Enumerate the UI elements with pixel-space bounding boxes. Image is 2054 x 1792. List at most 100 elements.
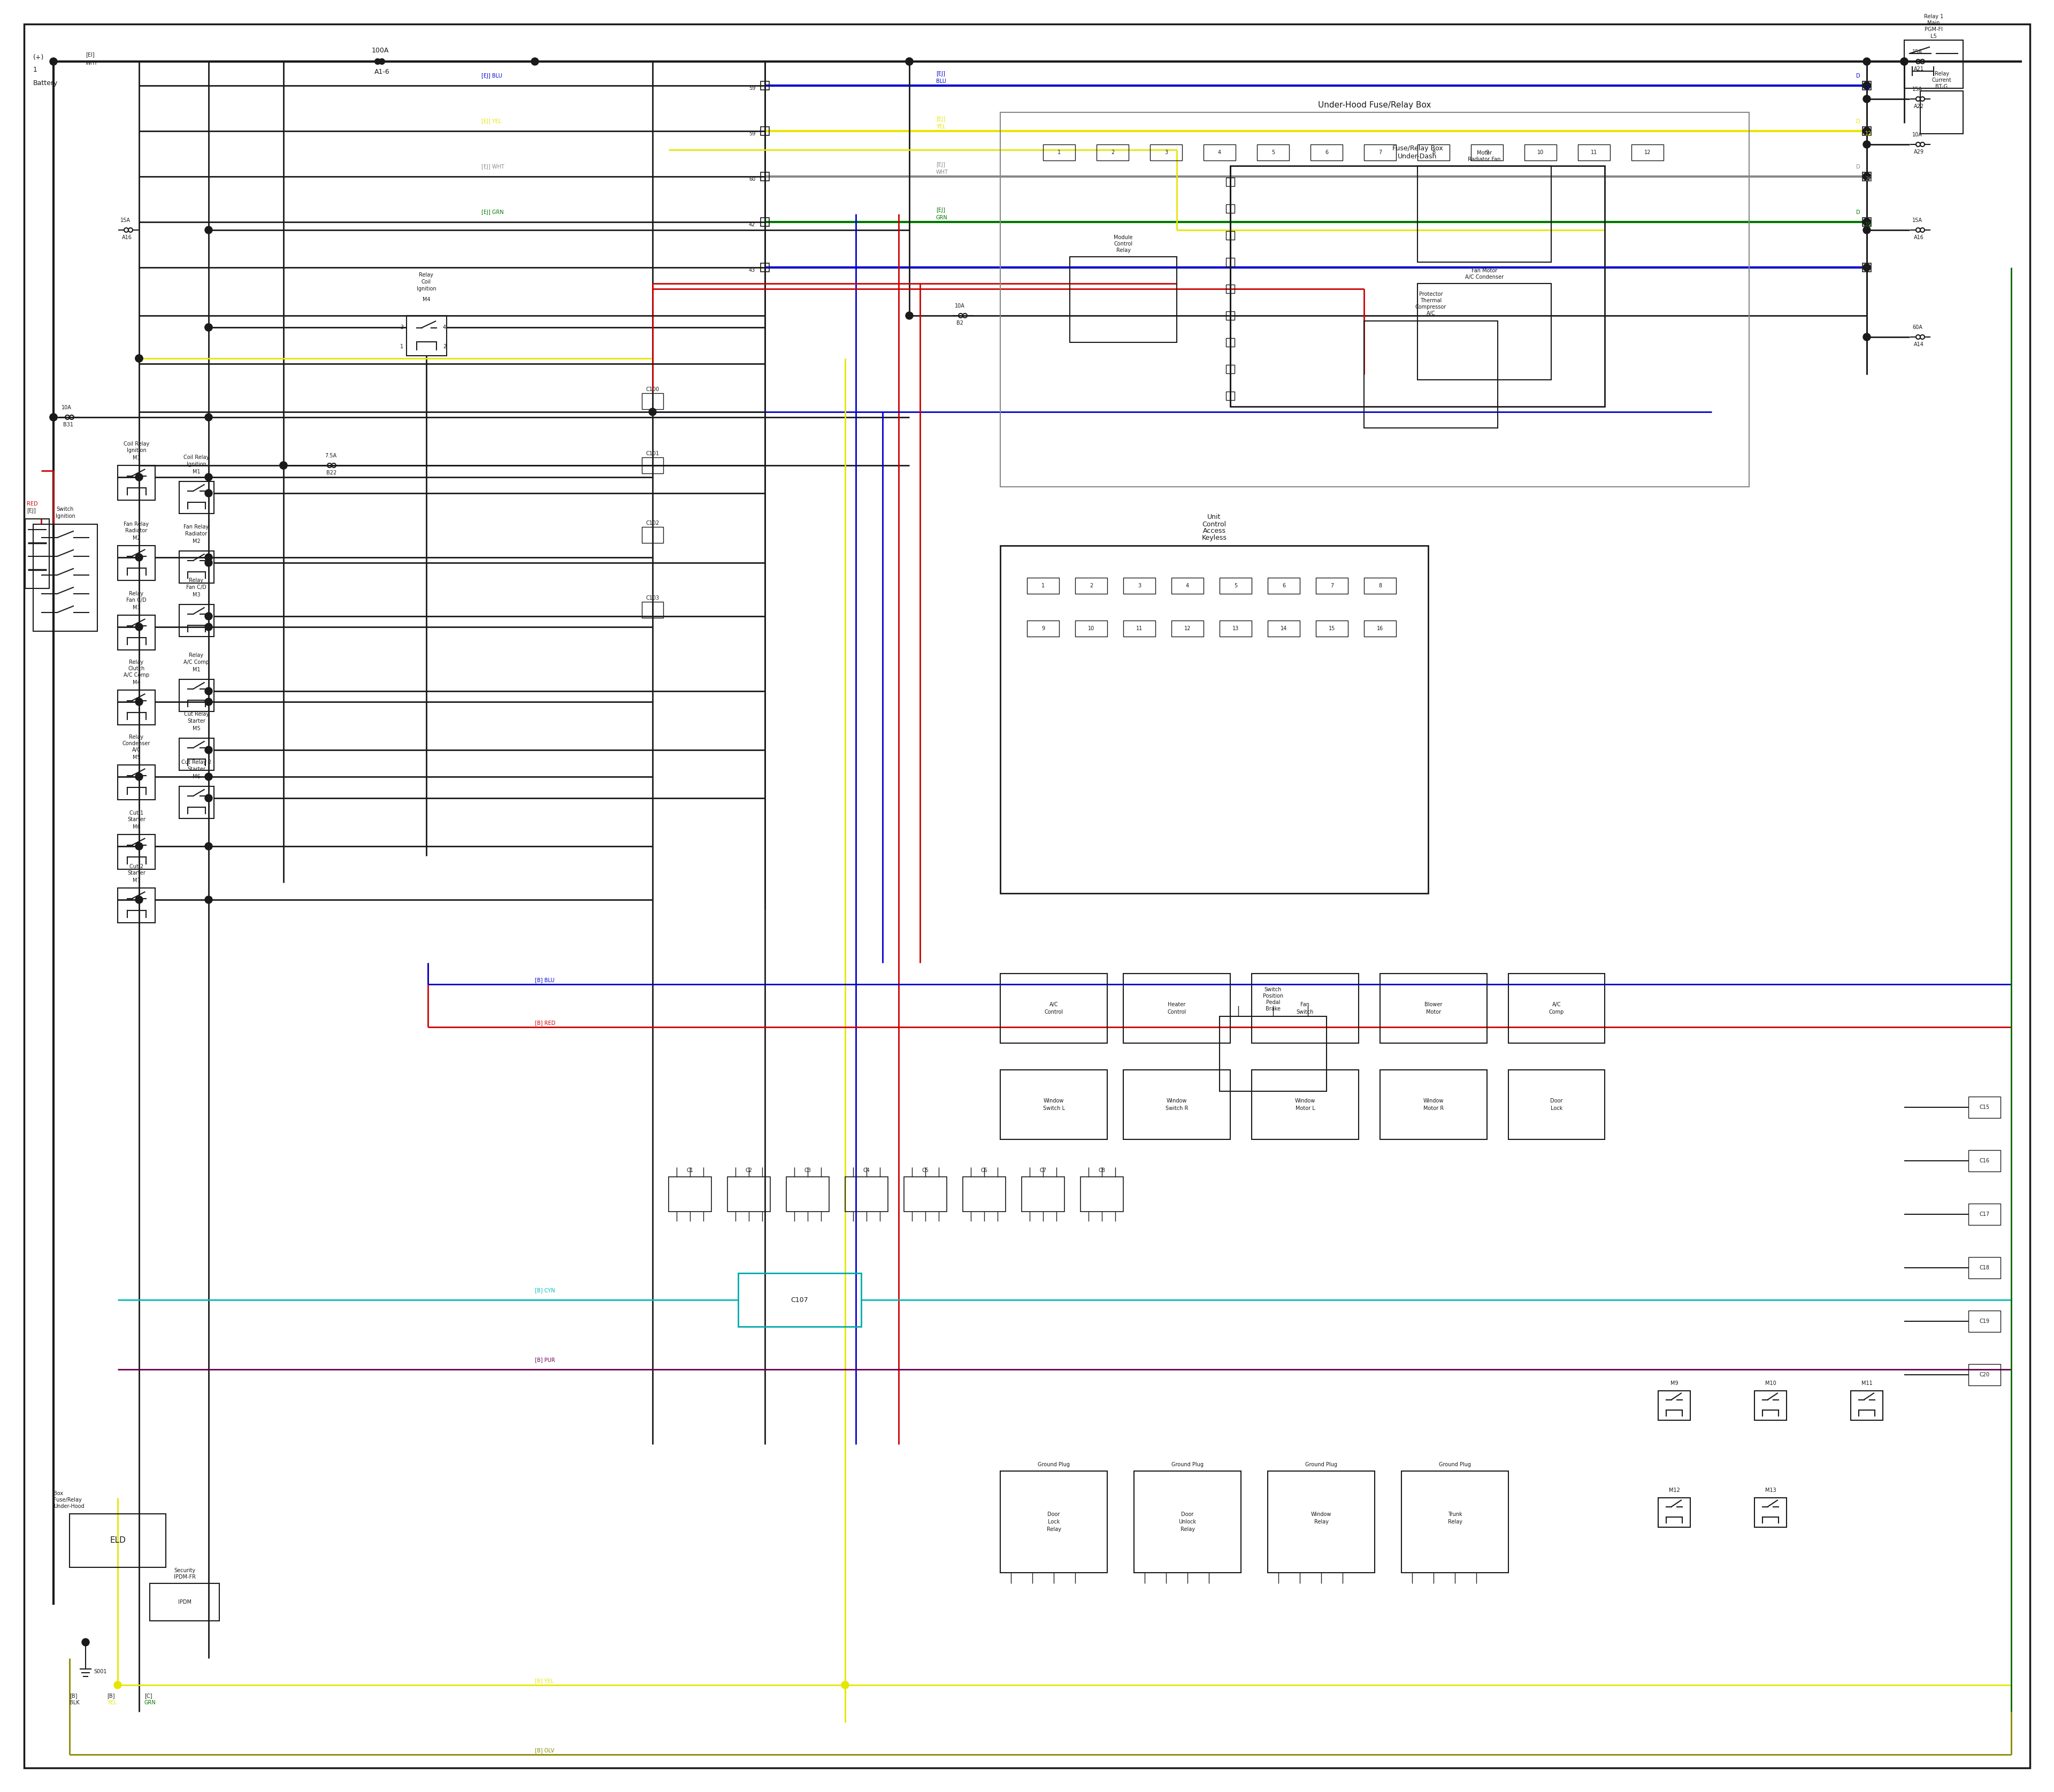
Text: [B] YEL: [B] YEL xyxy=(534,1677,555,1683)
Text: RED: RED xyxy=(27,502,37,507)
Text: M9: M9 xyxy=(1670,1380,1678,1385)
Text: D: D xyxy=(1857,165,1861,170)
Text: Radiator Fan: Radiator Fan xyxy=(1469,156,1501,161)
Circle shape xyxy=(1900,57,1908,65)
Text: C6: C6 xyxy=(980,1168,988,1174)
Text: Window: Window xyxy=(1043,1098,1064,1104)
Text: ELD: ELD xyxy=(109,1536,125,1545)
Text: Switch: Switch xyxy=(1265,987,1282,993)
Bar xyxy=(1364,145,1397,161)
Circle shape xyxy=(1863,219,1871,226)
Bar xyxy=(1204,145,1237,161)
Circle shape xyxy=(136,554,144,561)
Bar xyxy=(1000,545,1428,894)
Bar xyxy=(1968,1364,2001,1385)
Circle shape xyxy=(205,613,212,620)
Text: 15: 15 xyxy=(1329,625,1335,631)
Bar xyxy=(1000,973,1107,1043)
Circle shape xyxy=(205,559,212,566)
Text: 15A: 15A xyxy=(1912,48,1923,54)
Text: 3: 3 xyxy=(1165,151,1169,156)
Bar xyxy=(1171,577,1204,593)
Text: M1: M1 xyxy=(193,470,199,475)
Bar xyxy=(1417,283,1551,380)
Text: A22: A22 xyxy=(1914,104,1925,109)
Text: Switch R: Switch R xyxy=(1165,1106,1187,1111)
Text: Relay: Relay xyxy=(129,591,144,597)
Text: [EJ] YEL: [EJ] YEL xyxy=(481,118,501,124)
Circle shape xyxy=(1863,219,1871,226)
Text: 10A: 10A xyxy=(1912,133,1923,138)
Text: 9: 9 xyxy=(1485,151,1489,156)
Text: Starter: Starter xyxy=(127,817,146,823)
Text: Window: Window xyxy=(1167,1098,1187,1104)
Text: M3: M3 xyxy=(134,606,140,611)
Text: A1-6: A1-6 xyxy=(374,68,390,75)
Text: C19: C19 xyxy=(1980,1319,1990,1324)
Text: Motor: Motor xyxy=(1477,151,1491,156)
Bar xyxy=(1317,577,1347,593)
Circle shape xyxy=(906,57,914,65)
Bar xyxy=(1074,577,1107,593)
Bar xyxy=(1471,145,1504,161)
Text: M5: M5 xyxy=(193,726,199,731)
Text: Thermal: Thermal xyxy=(1419,297,1442,303)
Bar xyxy=(1658,1391,1690,1421)
Bar xyxy=(1257,145,1290,161)
Text: C3: C3 xyxy=(805,1168,811,1174)
Bar xyxy=(1124,577,1154,593)
Text: L5: L5 xyxy=(1931,34,1937,39)
Text: Ground Plug: Ground Plug xyxy=(1037,1462,1070,1468)
Bar xyxy=(1027,620,1060,636)
Text: Motor L: Motor L xyxy=(1296,1106,1315,1111)
Bar xyxy=(787,1177,830,1211)
Text: 1: 1 xyxy=(1041,582,1045,588)
Bar xyxy=(1968,1097,2001,1118)
Text: 26: 26 xyxy=(1865,177,1871,181)
Text: Under-Hood Fuse/Relay Box: Under-Hood Fuse/Relay Box xyxy=(1319,100,1432,109)
Text: Comp: Comp xyxy=(1549,1009,1565,1014)
Text: Brake: Brake xyxy=(1265,1005,1280,1011)
Text: C20: C20 xyxy=(1980,1373,1990,1378)
Text: M3: M3 xyxy=(193,591,199,597)
Text: A/C: A/C xyxy=(1425,310,1436,315)
Text: 2: 2 xyxy=(1089,582,1093,588)
Text: Under-Dash: Under-Dash xyxy=(1399,152,1438,159)
Bar xyxy=(179,787,214,819)
Circle shape xyxy=(205,688,212,695)
Text: 1: 1 xyxy=(401,344,403,349)
Text: 8: 8 xyxy=(1865,86,1869,91)
Circle shape xyxy=(1900,57,1908,65)
Bar xyxy=(1226,366,1234,373)
Text: 8: 8 xyxy=(1432,151,1436,156)
Bar xyxy=(179,679,214,711)
Text: M5: M5 xyxy=(131,754,140,760)
Text: C1: C1 xyxy=(686,1168,694,1174)
Text: M4: M4 xyxy=(134,679,140,685)
Text: [EJ]: [EJ] xyxy=(937,116,945,122)
Text: M4: M4 xyxy=(423,297,429,303)
Text: BT-G: BT-G xyxy=(1935,84,1947,90)
Bar xyxy=(1380,1070,1487,1140)
Text: M1: M1 xyxy=(134,455,140,461)
Bar xyxy=(1380,973,1487,1043)
Circle shape xyxy=(113,1681,121,1688)
Text: Current: Current xyxy=(1933,77,1951,82)
Circle shape xyxy=(205,896,212,903)
Circle shape xyxy=(205,414,212,421)
Text: 3: 3 xyxy=(401,324,403,330)
Text: Radiator: Radiator xyxy=(185,530,207,536)
Text: Relay: Relay xyxy=(1448,1520,1462,1525)
Circle shape xyxy=(136,896,144,903)
Text: Window: Window xyxy=(1294,1098,1315,1104)
Text: M6: M6 xyxy=(134,824,140,830)
Circle shape xyxy=(1863,57,1871,65)
Text: Relay: Relay xyxy=(129,659,144,665)
Bar xyxy=(117,615,156,650)
Bar xyxy=(1000,113,1750,487)
Bar xyxy=(1851,1391,1884,1421)
Text: Protector: Protector xyxy=(1419,292,1442,297)
Text: [B] PUR: [B] PUR xyxy=(534,1357,555,1362)
Bar xyxy=(117,690,156,724)
Bar xyxy=(1364,620,1397,636)
